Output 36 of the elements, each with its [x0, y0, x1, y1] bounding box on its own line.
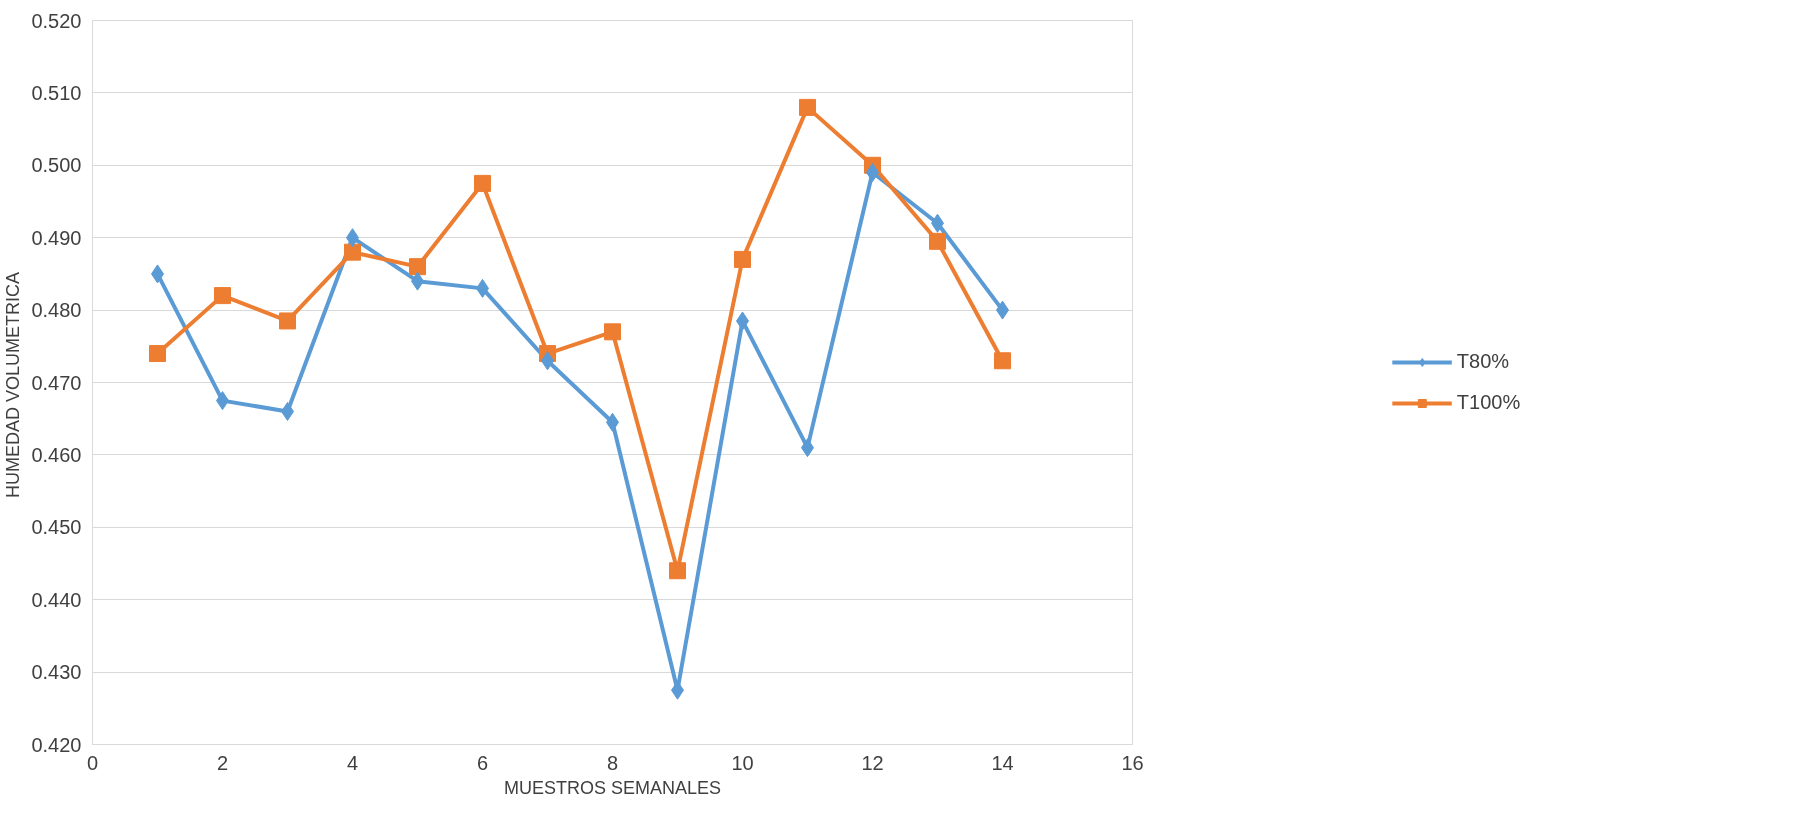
y-tick-label: 0.460 [31, 443, 82, 466]
point [604, 323, 621, 341]
y-tick-label: 0.500 [31, 154, 82, 177]
point [474, 174, 491, 192]
y-axis-title: HUMEDAD VOLUMETRICA [3, 271, 24, 499]
x-tick-label: 2 [216, 751, 229, 774]
x-tick-label: 10 [731, 751, 754, 774]
y-tick-label: 0.480 [31, 299, 82, 322]
point [734, 250, 751, 268]
y-tick-label: 0.440 [31, 588, 82, 611]
point [669, 562, 686, 580]
y-tick-label: 0.450 [31, 516, 82, 539]
y-tick-label: 0.430 [31, 661, 82, 684]
x-tick-label: 14 [991, 751, 1014, 774]
x-axis-title: MUESTROS SEMANALES [503, 777, 722, 798]
point [214, 287, 231, 305]
point [344, 243, 361, 261]
y-tick-label: 0.520 [31, 9, 82, 32]
y-tick-label: 0.470 [31, 371, 82, 394]
point [994, 352, 1011, 370]
x-tick-label: 6 [476, 751, 489, 774]
y-tick-label: 0.490 [31, 226, 82, 249]
x-tick-label: 12 [861, 751, 884, 774]
x-tick-label: 4 [346, 751, 359, 774]
legend-label: T100% [1456, 391, 1521, 414]
point [799, 98, 816, 116]
point [929, 232, 946, 250]
x-tick-label: 8 [606, 751, 619, 774]
point [149, 345, 166, 363]
x-tick-label: 16 [1121, 751, 1144, 774]
y-tick-label: 0.420 [31, 733, 82, 756]
point [409, 258, 426, 276]
y-tick-label: 0.510 [31, 81, 82, 104]
point [279, 312, 296, 330]
x-tick-label: 0 [86, 751, 99, 774]
legend-label: T80% [1456, 350, 1510, 373]
